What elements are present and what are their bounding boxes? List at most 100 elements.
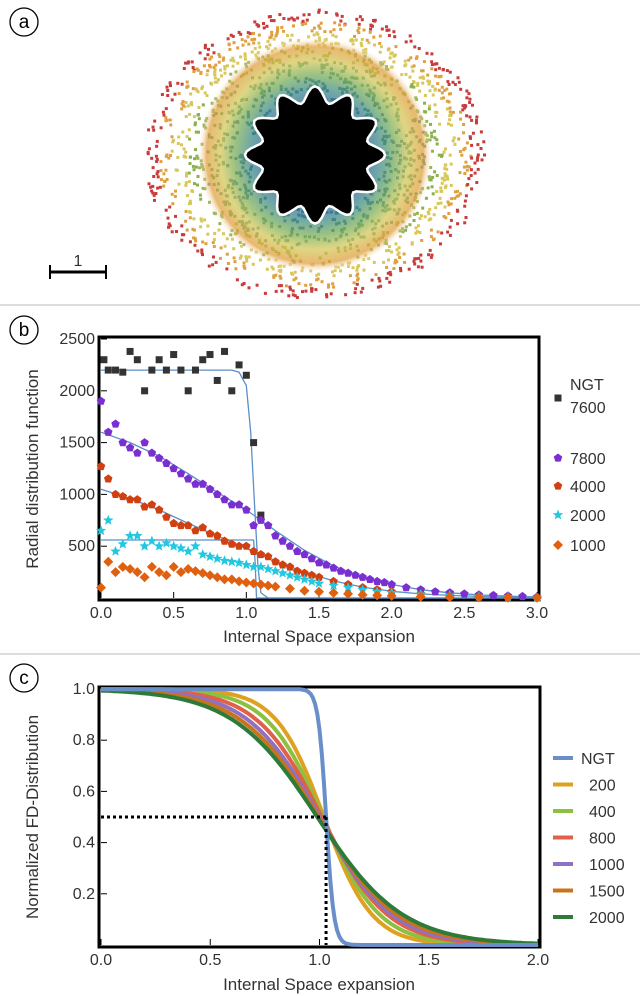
cloud-dot [380,27,384,31]
cloud-dot [263,291,267,295]
cloud-dot [434,114,438,118]
cloud-dot [320,280,324,284]
cloud-dot [430,63,434,67]
cloud-dot [436,230,440,234]
cloud-dot [147,128,151,132]
cloud-dot [160,178,163,182]
data-point [328,587,339,598]
data-point [176,521,186,530]
cloud-dot [274,34,278,38]
cloud-dot [194,130,198,134]
y-tick-label: 0.6 [73,783,95,800]
data-point [104,474,113,483]
cloud-dot [425,51,429,55]
data-points-b [95,347,543,603]
cloud-dot [232,247,236,251]
cloud-dot [432,213,436,217]
data-point [226,574,237,585]
cloud-dot [146,150,150,154]
legend-marker [553,481,563,490]
panel-c: c 0.0 0.5 1.0 1.5 2.0 0.2 0.4 0.6 0.8 1.0 Intern… [9,663,625,994]
data-point [518,591,527,601]
cloud-dot [302,13,306,17]
cloud-dot [357,26,361,30]
cloud-dot [434,74,437,78]
cloud-dot [447,212,451,215]
cloud-dot [292,278,296,282]
cloud-dot [400,73,404,77]
cloud-dot [429,235,433,239]
data-point [103,514,114,525]
cloud-dot [469,136,472,140]
data-point [357,584,368,595]
cloud-dot [323,30,327,34]
cloud-dot [426,79,430,83]
x-tick-label: 1.0 [235,605,257,622]
cloud-dot [196,183,199,187]
cloud-dot [354,287,358,291]
cloud-dot [265,267,269,271]
data-point [219,555,230,566]
cloud-dot [236,46,240,50]
x-tick-label: 2.5 [453,605,475,622]
cloud-dot [374,273,378,276]
cloud-dot [231,56,235,60]
cloud-dot [201,253,204,257]
cloud-dot [369,27,373,31]
cloud-dot [397,246,401,250]
cloud-dot [155,172,159,176]
cloud-dot [428,89,432,93]
cloud-dot [469,154,473,158]
cloud-dot [417,47,421,50]
cloud-dot [275,29,279,33]
legend-label: 800 [589,831,616,848]
cloud-dot [466,183,470,186]
data-point [133,356,141,364]
cloud-dot [199,225,203,229]
cloud-dot [429,122,432,126]
cloud-dot [185,174,188,178]
cloud-dot [170,192,174,196]
cloud-dot [325,293,328,297]
cloud-dot [168,205,172,209]
cloud-dot [399,266,402,270]
cloud-dot [483,153,486,157]
cloud-dot [412,219,416,222]
data-point [139,540,150,551]
cloud-dot [351,266,355,270]
cloud-dot [176,155,180,159]
cloud-dot [371,24,374,28]
cloud-dot [176,81,180,85]
cloud-dot [164,208,168,212]
cloud-dot [418,231,422,234]
data-point [271,531,280,540]
cloud-dot [168,224,172,228]
cloud-dot [331,282,335,286]
data-point [365,574,375,583]
cloud-dot [415,55,419,59]
data-point [140,438,149,447]
legend-label: 1500 [589,884,625,901]
cloud-dot [377,276,381,280]
cloud-dot [213,67,217,71]
data-point [169,518,178,527]
legend-c: NGT 200 400 800 1000 1500 2000 [553,751,625,927]
legend-b: NGT 7600 7800 4000 2000 1000 [552,377,606,555]
cloud-dot [188,240,192,244]
cloud-dot [312,26,316,30]
cloud-dot [317,10,321,14]
cloud-dot [151,166,155,170]
cloud-dot [189,201,192,205]
cloud-dot [333,21,337,25]
cloud-dot [456,76,460,80]
data-point [241,577,252,588]
cloud-dot [437,75,441,79]
data-point [126,347,134,355]
cloud-dot [331,270,334,274]
data-point [162,458,171,467]
cloud-dot [262,26,266,30]
cloud-dot [447,122,450,126]
data-point [183,521,193,530]
cloud-dot [211,263,215,267]
cloud-dot [445,99,449,103]
